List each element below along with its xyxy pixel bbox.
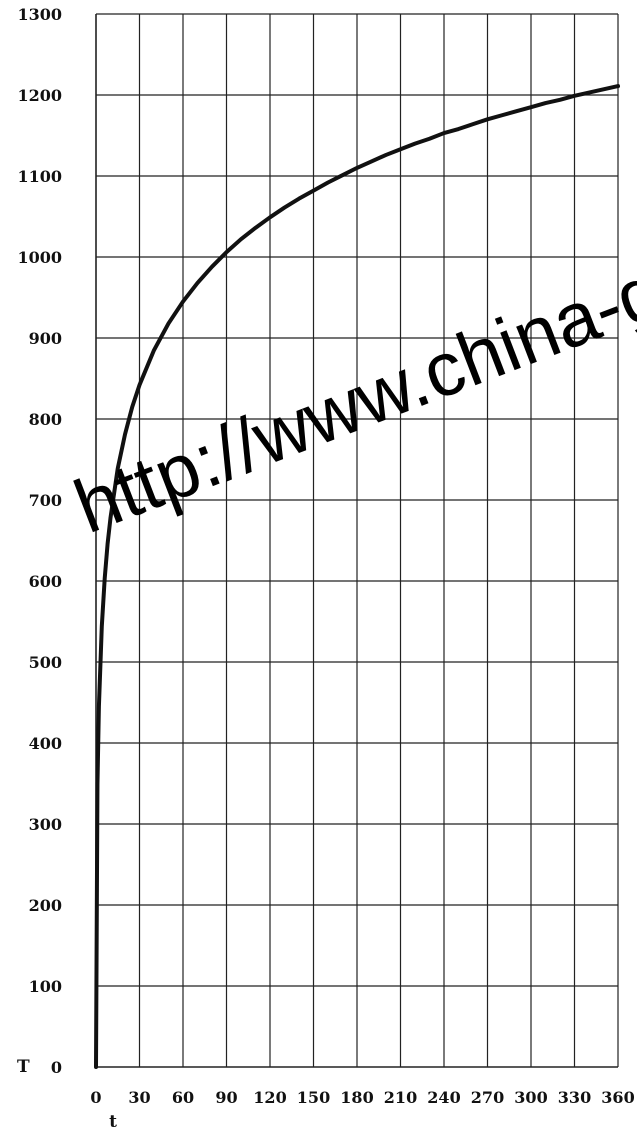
- x-tick-label: 150: [297, 1088, 330, 1107]
- y-tick-label: 800: [29, 410, 62, 429]
- y-tick-label: 1000: [17, 248, 62, 267]
- watermark: http://www.china-gb: [64, 233, 637, 550]
- x-tick-label: 120: [253, 1088, 286, 1107]
- y-axis-label: T: [17, 1057, 30, 1077]
- y-tick-label: 0: [51, 1058, 62, 1077]
- x-tick-label: 60: [172, 1088, 194, 1107]
- y-tick-label: 200: [29, 896, 62, 915]
- y-tick-label: 1100: [17, 167, 62, 186]
- grid: [95, 13, 619, 1068]
- y-tick-label: 700: [29, 491, 62, 510]
- x-tick-label: 90: [215, 1088, 237, 1107]
- x-tick-label: 300: [514, 1088, 547, 1107]
- y-tick-label: 100: [29, 977, 62, 996]
- series-line: [94, 84, 620, 1069]
- y-tick-label: 400: [29, 734, 62, 753]
- x-tick-label: 330: [558, 1088, 591, 1107]
- x-tick-label: 240: [427, 1088, 460, 1107]
- y-tick-label: 1300: [17, 5, 62, 24]
- y-tick-label: 500: [29, 653, 62, 672]
- y-tick-label: 600: [29, 572, 62, 591]
- x-tick-label: 180: [340, 1088, 373, 1107]
- x-tick-label: 0: [90, 1088, 101, 1107]
- x-tick-label: 360: [601, 1088, 634, 1107]
- x-axis-label: t: [109, 1112, 117, 1131]
- y-tick-label: 300: [29, 815, 62, 834]
- x-tick-label: 270: [471, 1088, 504, 1107]
- y-tick-label: 900: [29, 329, 62, 348]
- x-tick-label: 210: [384, 1088, 417, 1107]
- x-tick-label: 30: [128, 1088, 150, 1107]
- y-tick-label: 1200: [17, 86, 62, 105]
- tick-labels: 0 30 60 90 120 150 180 210 240 270 300 330 360 0 100 20…: [17, 5, 634, 1107]
